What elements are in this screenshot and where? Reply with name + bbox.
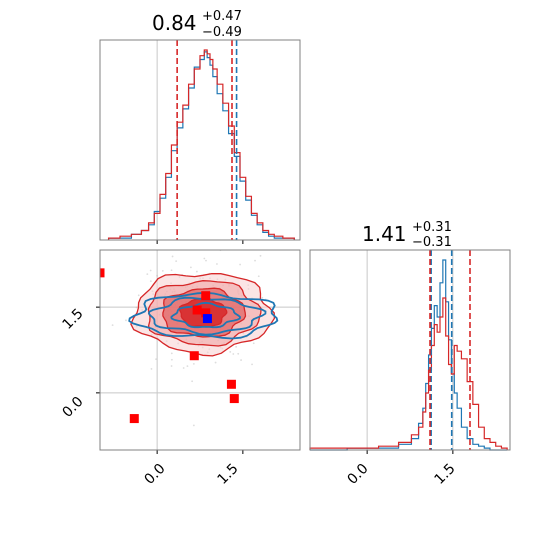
joint-sample-point bbox=[182, 367, 185, 369]
histogram-param-2-frame bbox=[309, 249, 511, 451]
joint-sample-point bbox=[149, 269, 152, 272]
title-param-2-minus: −0.31 bbox=[412, 235, 452, 250]
joint-sample-point bbox=[203, 257, 206, 260]
joint-sample-point bbox=[175, 260, 178, 263]
joint-sample-point bbox=[192, 362, 195, 365]
red-marker bbox=[201, 291, 211, 301]
histogram-param-1-panel bbox=[99, 39, 301, 244]
joint-sample-point bbox=[70, 280, 72, 282]
joint-sample-point bbox=[306, 312, 308, 314]
title-param-1: 0.84 +0.47 −0.49 bbox=[152, 9, 242, 40]
scatter-y-tick-labels: 0.0 1.5 bbox=[60, 306, 87, 421]
scatter-y-tick-label: 0.0 bbox=[60, 394, 87, 421]
hist2-x-tick-label: 0.0 bbox=[345, 461, 372, 488]
joint-sample-point bbox=[170, 358, 173, 361]
joint-sample-point bbox=[257, 275, 260, 278]
joint-sample-point bbox=[214, 361, 217, 364]
red-marker bbox=[100, 268, 105, 278]
red-marker bbox=[229, 394, 239, 404]
scatter-x-tick-label: 1.5 bbox=[215, 461, 242, 488]
joint-sample-point bbox=[170, 365, 173, 367]
joint-plot-area bbox=[70, 238, 308, 450]
title-param-2: 1.41 +0.31 −0.31 bbox=[362, 220, 452, 250]
histogram-param-2-blue-series bbox=[310, 259, 508, 451]
histogram-param-1-frame bbox=[99, 39, 301, 241]
joint-sample-point bbox=[216, 263, 218, 265]
joint-sample-point bbox=[240, 359, 242, 361]
histogram-param-1-blue-series bbox=[107, 51, 295, 240]
joint-sample-point bbox=[171, 255, 174, 258]
joint-sample-point bbox=[254, 259, 256, 262]
joint-sample-point bbox=[156, 274, 158, 277]
joint-sample-point bbox=[191, 380, 194, 383]
joint-sample-point bbox=[229, 351, 232, 353]
red-marker bbox=[189, 351, 199, 361]
title-param-1-value: 0.84 bbox=[152, 11, 197, 35]
joint-sample-point bbox=[259, 254, 262, 257]
joint-distribution-frame bbox=[99, 249, 301, 451]
joint-sample-point bbox=[186, 365, 189, 368]
red-marker bbox=[201, 308, 211, 318]
title-param-1-minus: −0.49 bbox=[202, 25, 242, 40]
joint-sample-point bbox=[146, 273, 149, 276]
joint-sample-point bbox=[135, 306, 138, 309]
joint-sample-point bbox=[205, 259, 207, 262]
joint-sample-point bbox=[235, 345, 238, 348]
joint-sample-point bbox=[232, 353, 235, 355]
joint-sample-point bbox=[149, 280, 152, 283]
joint-distribution-panel bbox=[70, 238, 308, 454]
joint-sample-point bbox=[125, 319, 127, 322]
joint-sample-point bbox=[189, 266, 192, 269]
histogram-param-2-panel bbox=[309, 249, 511, 454]
joint-sample-point bbox=[170, 352, 173, 355]
joint-sample-point bbox=[239, 263, 242, 266]
histogram-param-1-red-series bbox=[107, 49, 295, 240]
joint-sample-point bbox=[251, 238, 253, 240]
joint-sample-point bbox=[195, 270, 198, 273]
hist2-x-tick-label: 1.5 bbox=[432, 461, 459, 488]
scatter-x-tick-labels: 0.0 1.5 bbox=[142, 461, 242, 488]
joint-sample-point bbox=[237, 352, 240, 355]
joint-sample-point bbox=[261, 296, 264, 299]
joint-sample-point bbox=[137, 294, 140, 297]
joint-sample-point bbox=[252, 342, 255, 345]
joint-sample-point bbox=[251, 363, 253, 366]
red-marker bbox=[129, 414, 139, 424]
red-marker bbox=[226, 379, 236, 389]
joint-sample-point bbox=[192, 424, 195, 427]
scatter-x-tick-label: 0.0 bbox=[142, 461, 169, 488]
joint-blue-contour bbox=[170, 301, 242, 329]
blue-marker bbox=[202, 314, 212, 324]
hist2-x-tick-labels: 0.0 1.5 bbox=[345, 461, 459, 488]
joint-sample-point bbox=[111, 324, 114, 327]
joint-sample-point bbox=[161, 269, 164, 272]
joint-sample-point bbox=[150, 368, 153, 370]
joint-sample-point bbox=[155, 358, 157, 361]
title-param-2-value: 1.41 bbox=[362, 222, 407, 246]
title-param-1-plus: +0.47 bbox=[202, 9, 242, 24]
red-marker bbox=[192, 305, 202, 315]
histogram-param-2-red-series bbox=[309, 297, 508, 450]
title-param-2-plus: +0.31 bbox=[412, 220, 452, 235]
joint-blue-contour bbox=[128, 291, 279, 340]
joint-sample-point bbox=[170, 269, 173, 272]
joint-blue-contour bbox=[147, 296, 267, 336]
scatter-y-tick-label: 1.5 bbox=[60, 306, 87, 333]
